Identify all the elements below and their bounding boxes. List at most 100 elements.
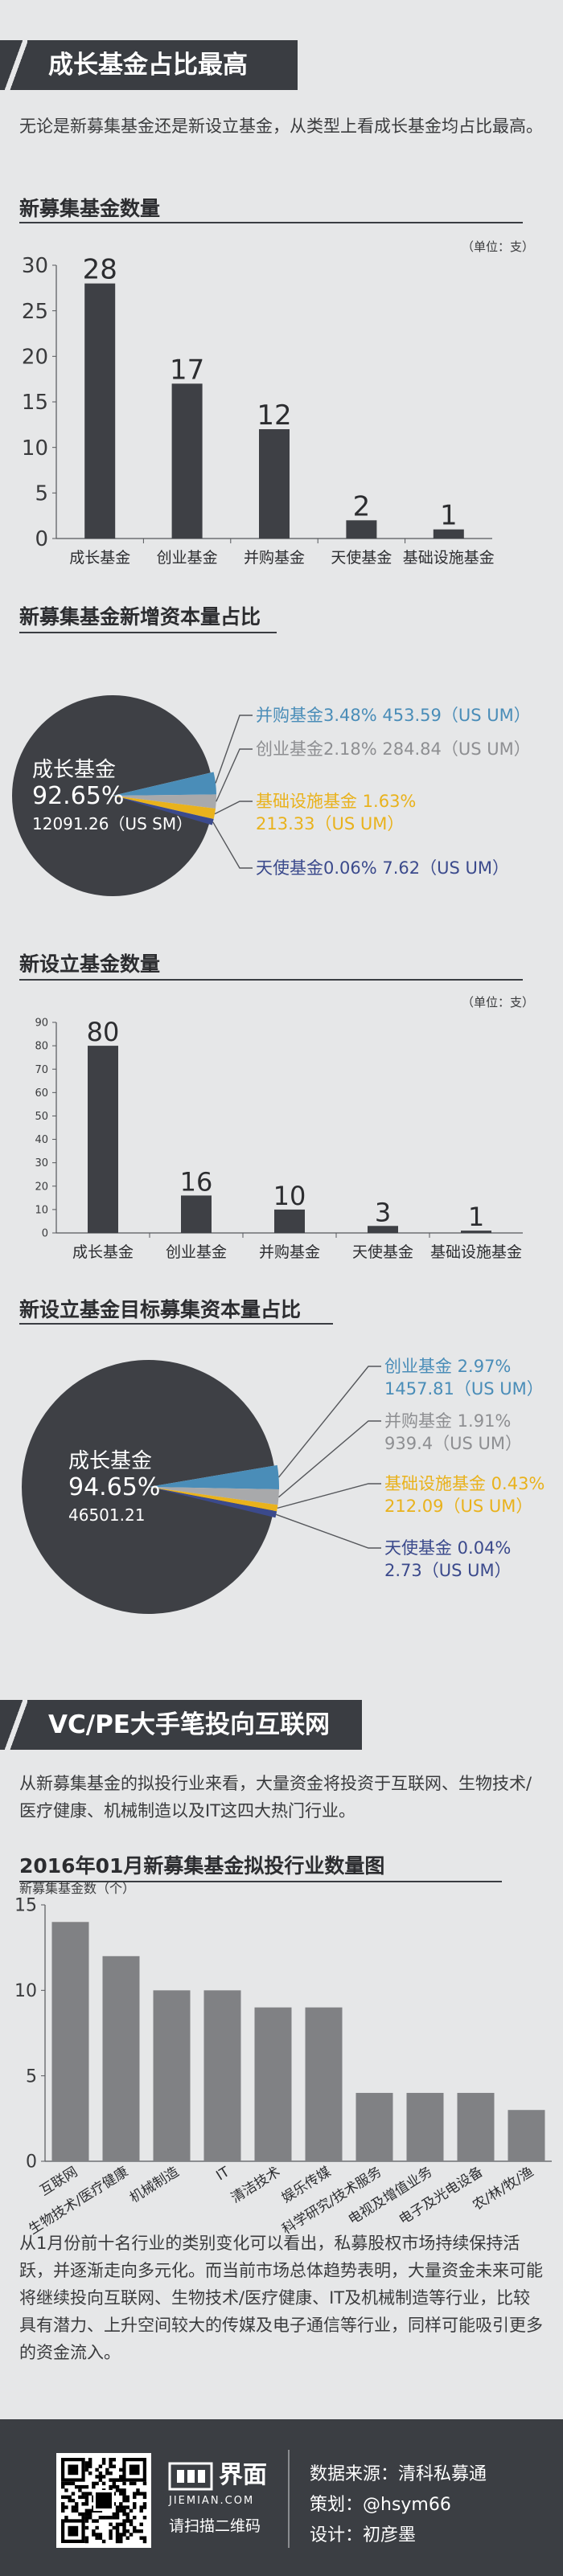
- bar-value-label: 2: [353, 490, 371, 522]
- pie-slice: [149, 1487, 277, 1518]
- footer: 界面 JIEMIAN.COM 请扫描二维码 数据来源：清科私募通 策划：@hsy…: [0, 2419, 563, 2576]
- bar-value-label: 16: [180, 1166, 213, 1197]
- section1-intro: 无论是新募集基金还是新设立基金，从类型上看成长基金均占比最高。: [19, 117, 543, 136]
- pie-slice: [113, 796, 214, 825]
- category-label: IT: [213, 2164, 232, 2184]
- category-label: 成长基金: [69, 549, 130, 567]
- category-label: 创业基金: [166, 1243, 227, 1261]
- y-tick-label: 15: [14, 1896, 37, 1916]
- callout-line: [215, 715, 253, 784]
- y-tick-label: 5: [35, 481, 48, 506]
- y-tick-label: 30: [22, 254, 48, 278]
- bar: [433, 529, 464, 539]
- pie-slice: [12, 695, 211, 896]
- y-tick-label: 30: [35, 1157, 48, 1169]
- pie-slice: [113, 796, 216, 820]
- callout-amount: 1457.81（US UM）: [384, 1379, 544, 1399]
- title-accent: [0, 40, 27, 90]
- bar-value-label: 1: [468, 1202, 484, 1232]
- category-label: 电子及光电设备: [397, 2164, 487, 2228]
- category-label: 天使基金: [331, 549, 392, 567]
- callout-label: 创业基金 2.97%: [384, 1357, 511, 1376]
- y-tick-label: 0: [42, 1228, 48, 1240]
- bar-value-label: 80: [87, 1017, 120, 1047]
- slice-amount-label: 12091.26（US SM）: [32, 814, 192, 833]
- callout-line: [214, 801, 253, 815]
- y-axis-label: 新募集基金数（个）: [19, 1881, 135, 1896]
- pie-slice: [149, 1487, 278, 1512]
- bar: [305, 2007, 343, 2161]
- category-label: 电视及增值业务: [346, 2164, 436, 2228]
- bar: [254, 2007, 292, 2161]
- pie-slice: [149, 1464, 279, 1490]
- chart3-title: 新设立基金数量: [19, 952, 161, 976]
- chart5-title: 2016年01月新募集基金拟投行业数量图: [19, 1854, 385, 1878]
- footer-divider: [288, 2450, 290, 2548]
- category-label: 天使基金: [352, 1243, 413, 1261]
- bar: [153, 1990, 191, 2161]
- y-tick-label: 15: [22, 391, 48, 415]
- section2-title: VC/PE大手笔投向互联网: [0, 1700, 362, 1750]
- chart2-underline: [19, 632, 277, 633]
- callout-label: 天使基金0.06% 7.62（US UM）: [256, 858, 509, 878]
- chart1-title: 新募集基金数量: [19, 197, 161, 220]
- logo-url: JIEMIAN.COM: [169, 2495, 255, 2507]
- y-tick-label: 10: [35, 1204, 48, 1216]
- category-label: 基础设施基金: [403, 549, 495, 567]
- callout-label: 创业基金2.18% 284.84（US UM）: [256, 739, 531, 759]
- pie-slice: [113, 794, 217, 809]
- y-tick-label: 10: [22, 436, 48, 461]
- y-tick-label: 70: [35, 1064, 48, 1076]
- category-label: 基础设施基金: [430, 1243, 522, 1261]
- pie-slice: [22, 1360, 274, 1614]
- planner: 策划：@hsym66: [310, 2495, 451, 2515]
- slice-name-label: 成长基金: [32, 758, 116, 782]
- chart3-bar-chart: 0 10 20 30 40 50 60 70 80 90 80 成长基金 16 创业基金 10 并购基金 3 天使…: [35, 1017, 523, 1261]
- callout-amount: 2.73（US UM）: [384, 1561, 512, 1580]
- logo-text: 界面: [219, 2461, 267, 2489]
- y-tick-label: 0: [35, 527, 48, 551]
- bar: [181, 1195, 212, 1233]
- bar-value-label: 28: [83, 254, 117, 286]
- y-tick-label: 50: [35, 1111, 48, 1123]
- data-source: 数据来源：清科私募通: [310, 2464, 487, 2484]
- pie-slice: [149, 1487, 279, 1505]
- callout-label: 基础设施基金 0.43%: [384, 1474, 545, 1493]
- bar: [461, 1231, 491, 1233]
- callout-line: [216, 748, 253, 802]
- chart5-underline: [19, 1881, 502, 1882]
- callout-amount: 213.33（US UM）: [256, 814, 404, 833]
- chart2-title: 新募集基金新增资本量占比: [19, 605, 261, 629]
- bar: [259, 429, 290, 539]
- callout-line: [278, 1366, 381, 1478]
- bar: [171, 383, 203, 539]
- category-label: 并购基金: [244, 549, 305, 567]
- category-label: 创业基金: [157, 549, 218, 567]
- callout-label: 并购基金 1.91%: [384, 1411, 511, 1431]
- qr-code[interactable]: [56, 2453, 151, 2548]
- callout-line: [277, 1483, 381, 1509]
- bar-value-label: 3: [375, 1197, 391, 1227]
- logo-mark-icon: [168, 2462, 213, 2491]
- bar-value-label: 17: [170, 354, 204, 386]
- callout-line: [212, 821, 253, 869]
- section2-intro: 从新募集基金的拟投行业来看，大量资金将投资于互联网、生物技术/医疗健康、机械制造…: [19, 1774, 532, 1820]
- callout-label: 基础设施基金 1.63%: [256, 792, 416, 811]
- y-tick-label: 60: [35, 1087, 48, 1100]
- y-tick-label: 90: [35, 1018, 48, 1030]
- designer: 设计：初彦墨: [310, 2525, 417, 2545]
- jiemian-logo: 界面: [168, 2459, 290, 2495]
- y-tick-label: 5: [26, 2066, 37, 2087]
- category-label: 机械制造: [127, 2164, 182, 2206]
- chart4-title: 新设立基金目标募集资本量占比: [19, 1298, 302, 1321]
- bar-value-label: 12: [257, 399, 291, 432]
- bar: [355, 2092, 393, 2161]
- callout-label: 并购基金3.48% 453.59（US UM）: [256, 706, 531, 725]
- y-tick-label: 20: [35, 1181, 48, 1193]
- chart1-bar-chart: 0 5 10 15 20 25 30 28 成长基金 17 创业基金 12 并购基金 2 天使基金 1 基础设施…: [22, 254, 495, 567]
- bar: [368, 1226, 398, 1233]
- slice-amount-label: 46501.21: [68, 1505, 145, 1525]
- chart1-underline: [19, 222, 523, 223]
- chart1-unit: （单位：支）: [462, 240, 535, 254]
